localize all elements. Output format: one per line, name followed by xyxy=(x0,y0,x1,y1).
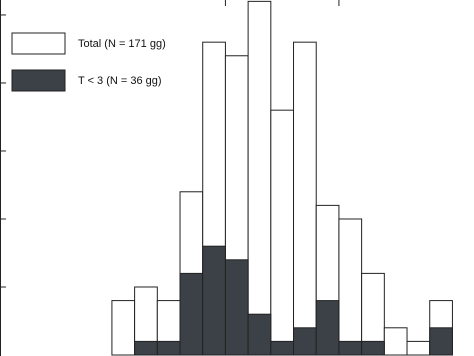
bar xyxy=(247,313,272,356)
bar xyxy=(361,340,385,356)
bar xyxy=(429,327,453,356)
bar xyxy=(293,41,317,356)
bar xyxy=(202,245,226,356)
bar xyxy=(111,300,136,356)
bar xyxy=(156,340,181,356)
bar xyxy=(247,0,272,356)
bar xyxy=(134,340,158,356)
bar xyxy=(383,327,408,356)
bar xyxy=(224,259,249,356)
bar xyxy=(270,109,295,356)
bar xyxy=(270,340,295,356)
legend-label: Total (N = 171 gg) xyxy=(78,38,166,50)
legend-label: T < 3 (N = 36 gg) xyxy=(78,75,162,87)
bar xyxy=(293,327,317,356)
bar xyxy=(315,300,340,356)
bar xyxy=(338,218,363,356)
legend-swatch xyxy=(11,32,66,55)
bar xyxy=(179,272,204,356)
legend-swatch xyxy=(11,69,66,92)
bar xyxy=(338,340,363,356)
bar xyxy=(406,340,431,356)
